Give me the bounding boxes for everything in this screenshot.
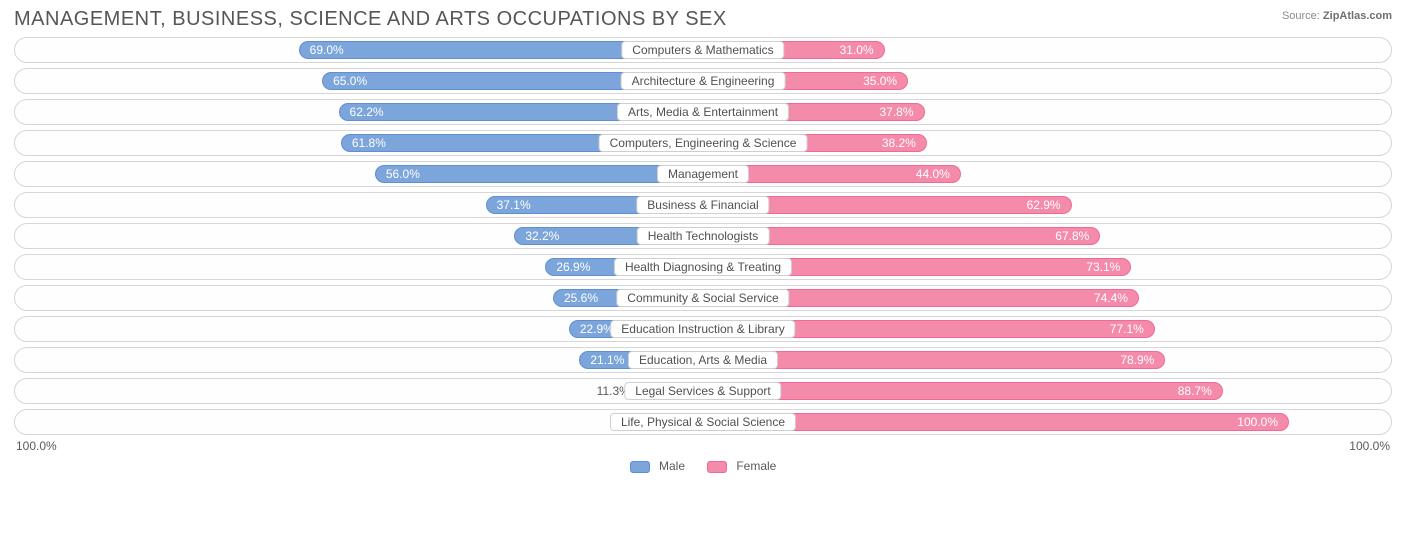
legend-female: Female — [707, 459, 776, 473]
chart-row: 22.9% 77.1% Education Instruction & Librar… — [14, 316, 1392, 342]
category-label: Computers & Mathematics — [621, 41, 784, 59]
female-pct-label: 38.2% — [882, 136, 916, 150]
male-pct-label: 22.9% — [580, 322, 614, 336]
axis-right-label: 100.0% — [1349, 439, 1390, 453]
male-pct-label: 62.2% — [350, 105, 384, 119]
male-swatch-icon — [630, 461, 650, 473]
chart-row: 62.2% 37.8% Arts, Media & Entertainment — [14, 99, 1392, 125]
female-pct-label: 35.0% — [863, 74, 897, 88]
chart-row: 65.0% 35.0% Architecture & Engineering — [14, 68, 1392, 94]
axis-left-label: 100.0% — [16, 439, 57, 453]
axis-labels: 100.0% 100.0% — [14, 435, 1392, 453]
male-pct-label: 37.1% — [497, 198, 531, 212]
category-label: Health Diagnosing & Treating — [614, 258, 792, 276]
chart-row: 32.2% 67.8% Health Technologists — [14, 223, 1392, 249]
category-label: Business & Financial — [636, 196, 769, 214]
female-pct-label: 74.4% — [1094, 291, 1128, 305]
chart-rows-container: 69.0% 31.0% Computers & Mathematics 65.0% 35… — [14, 37, 1392, 435]
female-pct-label: 62.9% — [1027, 198, 1061, 212]
female-pct-label: 67.8% — [1055, 229, 1089, 243]
category-label: Community & Social Service — [616, 289, 789, 307]
legend-female-label: Female — [736, 459, 776, 473]
chart-row: 0.0%100.0%Life, Physical & Social Scienc… — [14, 409, 1392, 435]
female-pct-label: 44.0% — [916, 167, 950, 181]
chart-row: 69.0% 31.0% Computers & Mathematics — [14, 37, 1392, 63]
female-pct-label: 88.7% — [1178, 384, 1212, 398]
female-pct-label: 78.9% — [1120, 353, 1154, 367]
female-swatch-icon — [707, 461, 727, 473]
male-pct-label: 32.2% — [525, 229, 559, 243]
source-label: Source: — [1282, 10, 1320, 22]
chart-row: 11.3%88.7%Legal Services & Support — [14, 378, 1392, 404]
category-label: Education, Arts & Media — [628, 351, 778, 369]
source-name: ZipAtlas.com — [1323, 10, 1392, 22]
source-attribution: Source: ZipAtlas.com — [1282, 8, 1392, 22]
category-label: Education Instruction & Library — [610, 320, 795, 338]
legend-male: Male — [630, 459, 685, 473]
male-pct-label: 65.0% — [333, 74, 367, 88]
category-label: Architecture & Engineering — [621, 72, 786, 90]
category-label: Legal Services & Support — [624, 382, 781, 400]
category-label: Computers, Engineering & Science — [599, 134, 808, 152]
male-pct-label: 26.9% — [556, 260, 590, 274]
chart-row: 21.1% 78.9% Education, Arts & Media — [14, 347, 1392, 373]
female-pct-label: 77.1% — [1110, 322, 1144, 336]
chart-row: 26.9% 73.1% Health Diagnosing & Treating — [14, 254, 1392, 280]
male-pct-label: 56.0% — [386, 167, 420, 181]
male-pct-label: 25.6% — [564, 291, 598, 305]
legend: Male Female — [14, 459, 1392, 473]
category-label: Health Technologists — [637, 227, 770, 245]
male-bar: 56.0% — [375, 165, 703, 183]
female-pct-label: 100.0% — [1237, 415, 1278, 429]
category-label: Management — [657, 165, 749, 183]
chart-row: 61.8% 38.2% Computers, Engineering & Scien… — [14, 130, 1392, 156]
female-pct-label: 31.0% — [840, 43, 874, 57]
chart-title: MANAGEMENT, BUSINESS, SCIENCE AND ARTS O… — [14, 8, 727, 31]
male-pct-label: 69.0% — [310, 43, 344, 57]
category-label: Life, Physical & Social Science — [610, 413, 796, 431]
female-pct-label: 37.8% — [879, 105, 913, 119]
chart-row: 56.0% 44.0% Management — [14, 161, 1392, 187]
legend-male-label: Male — [659, 459, 685, 473]
category-label: Arts, Media & Entertainment — [617, 103, 789, 121]
male-pct-label: 21.1% — [590, 353, 624, 367]
male-pct-label: 61.8% — [352, 136, 386, 150]
chart-row: 25.6% 74.4% Community & Social Service — [14, 285, 1392, 311]
female-pct-label: 73.1% — [1086, 260, 1120, 274]
chart-row: 37.1% 62.9% Business & Financial — [14, 192, 1392, 218]
